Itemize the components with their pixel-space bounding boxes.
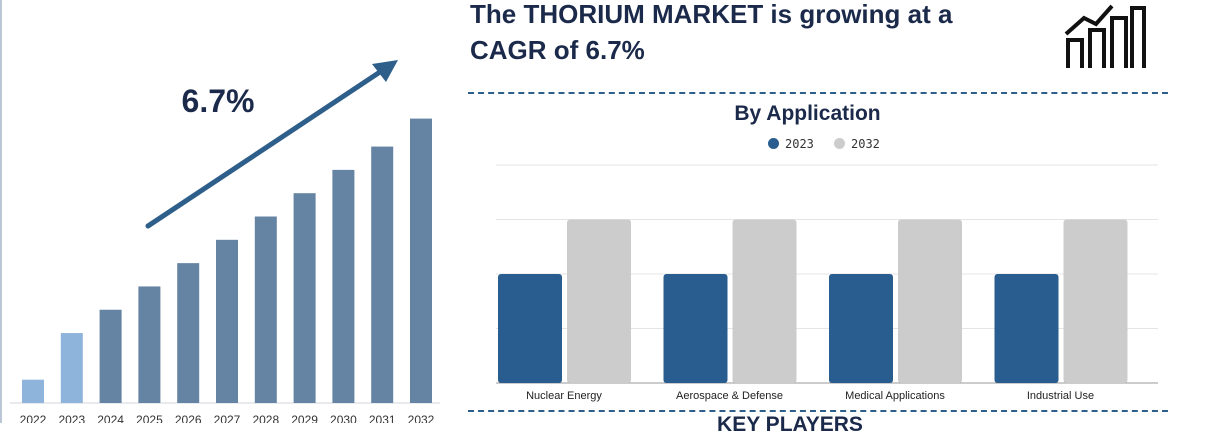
growth-year-label: 2022 xyxy=(20,413,47,423)
growth-year-label: 2027 xyxy=(214,413,241,423)
top-divider xyxy=(468,92,1168,94)
app-bar-2023-2 xyxy=(829,274,893,383)
app-bar-2023-0 xyxy=(498,274,562,383)
bottom-divider xyxy=(468,410,1168,412)
growth-bar-2028 xyxy=(254,216,277,403)
category-label: Medical Applications xyxy=(845,390,945,402)
growth-bar-2024 xyxy=(99,309,122,403)
growth-bar-2023 xyxy=(60,333,83,403)
growth-year-label: 2030 xyxy=(330,413,357,423)
legend-swatch-2023 xyxy=(768,138,779,149)
growth-year-label: 2028 xyxy=(252,413,279,423)
application-chart-title: By Application xyxy=(734,102,881,125)
app-bar-2023-3 xyxy=(994,274,1059,383)
growth-bar-2030 xyxy=(332,169,355,403)
legend-item-2023: 2023 xyxy=(768,137,814,151)
app-bar-2032-2 xyxy=(898,219,962,383)
legend-item-2032: 2032 xyxy=(834,137,880,151)
growth-chart-panel: 2022 2023 2024 2025 2026 2027 2028 2029 2030 2031… xyxy=(0,0,450,427)
category-label: Nuclear Energy xyxy=(526,390,602,402)
growth-year-label: 2031 xyxy=(369,413,396,423)
growth-rate-label: 6.7% xyxy=(182,83,255,119)
growth-year-label: 2032 xyxy=(408,413,435,423)
growth-bar-2022 xyxy=(22,379,44,403)
growth-bar-2032 xyxy=(410,118,432,403)
legend-label-2023: 2023 xyxy=(785,137,814,151)
growth-chart-icon xyxy=(1064,4,1146,68)
category-label: Industrial Use xyxy=(1027,390,1094,402)
growth-bar-2029 xyxy=(293,193,316,403)
growth-bar-chart: 2022 2023 2024 2025 2026 2027 2028 2029 2030 2031… xyxy=(10,60,440,427)
trend-arrow-head xyxy=(372,60,398,82)
panel-edge xyxy=(0,0,2,423)
app-bar-2032-0 xyxy=(567,219,631,383)
growth-year-label: 2026 xyxy=(175,413,202,423)
legend-label-2032: 2032 xyxy=(851,137,880,151)
application-bar-chart: Nuclear Energy Aerospace & Defense Medical… xyxy=(496,164,1158,402)
legend-swatch-2032 xyxy=(834,138,845,149)
app-bar-2032-3 xyxy=(1063,219,1128,383)
growth-bar-2026 xyxy=(177,263,200,403)
growth-year-label: 2023 xyxy=(58,413,85,423)
category-label: Aerospace & Defense xyxy=(676,390,783,402)
app-bar-2032-1 xyxy=(732,219,797,383)
trend-arrow-line xyxy=(145,65,389,229)
growth-bar-2027 xyxy=(216,239,238,403)
growth-bar-2031 xyxy=(371,146,394,404)
key-players-title: KEY PLAYERS xyxy=(717,413,863,436)
growth-year-label: 2024 xyxy=(97,413,124,423)
growth-year-label: 2029 xyxy=(291,413,318,423)
headline: The THORIUM MARKET is growing at a CAGR … xyxy=(470,0,953,65)
growth-bar-2025 xyxy=(138,286,161,403)
app-bar-2023-1 xyxy=(663,274,728,383)
growth-year-label: 2025 xyxy=(136,413,163,423)
